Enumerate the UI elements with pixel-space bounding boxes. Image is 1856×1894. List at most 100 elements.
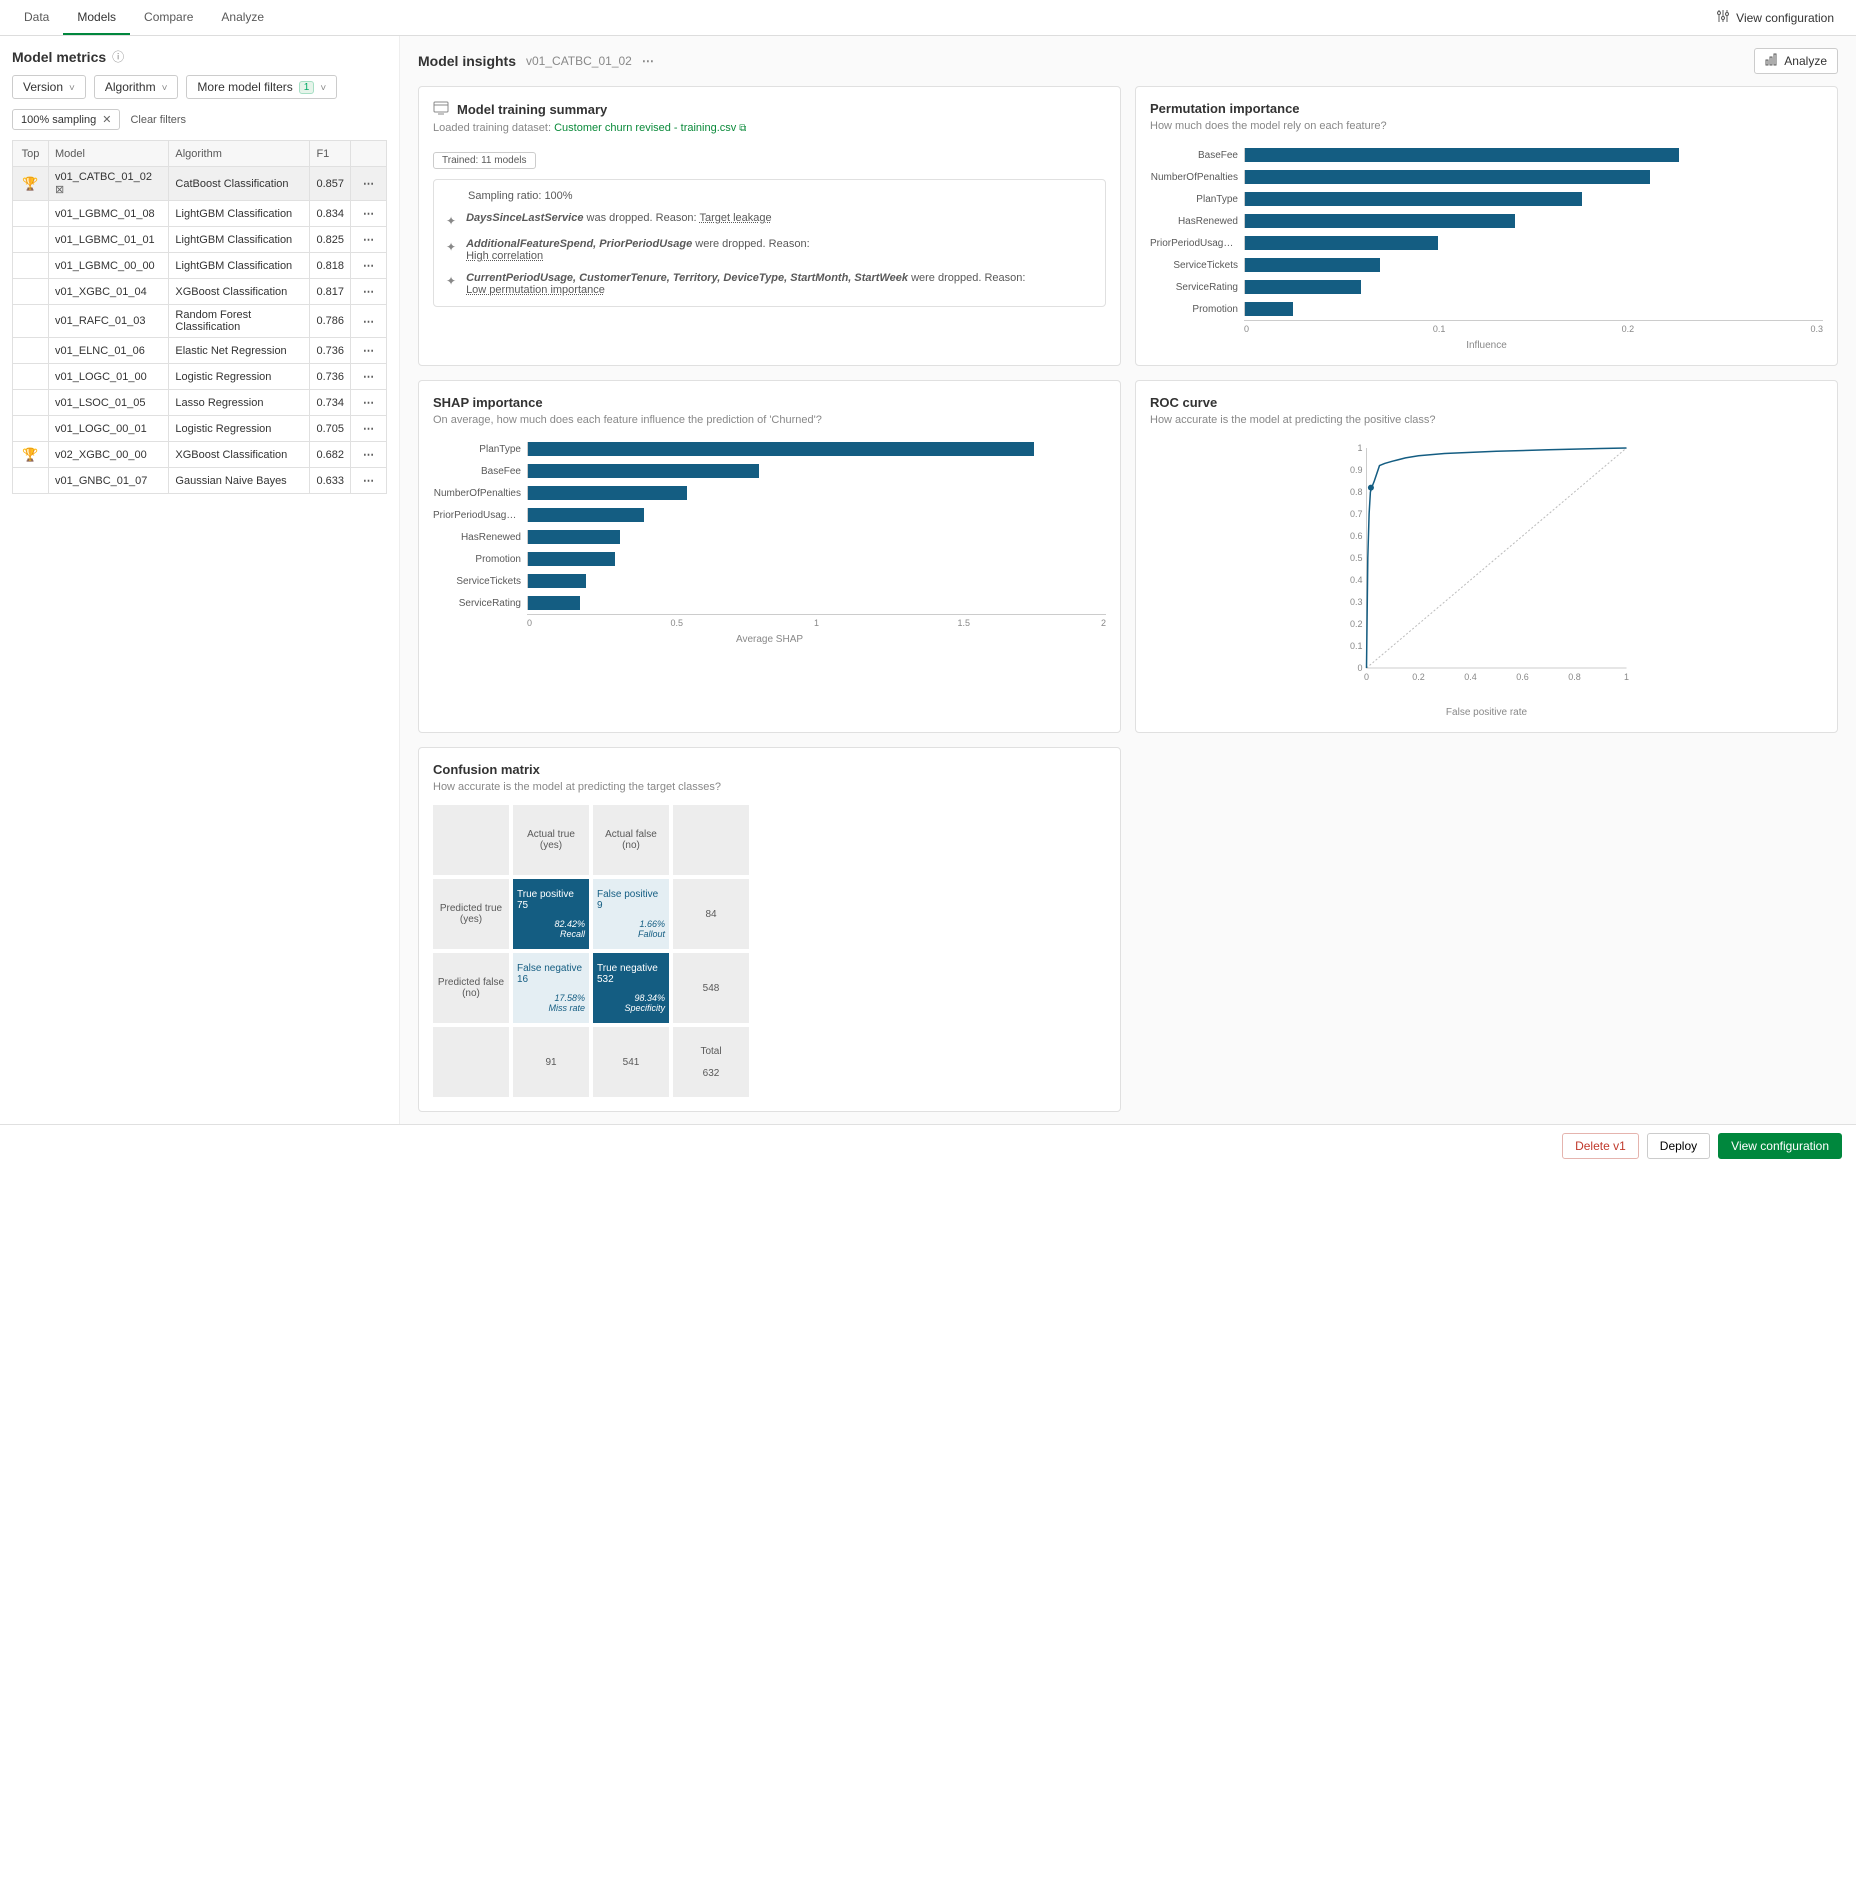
bar-row: HasRenewed [1150, 210, 1823, 232]
bar-row: ServiceRating [1150, 276, 1823, 298]
row-actions[interactable] [351, 442, 387, 468]
row-actions[interactable] [351, 390, 387, 416]
svg-text:0.2: 0.2 [1412, 672, 1425, 682]
table-row[interactable]: v01_LGBMC_00_00LightGBM Classification0.… [13, 253, 387, 279]
bar-fill [1245, 170, 1650, 184]
bar-label: NumberOfPenalties [1150, 172, 1244, 183]
svg-text:0.6: 0.6 [1350, 531, 1363, 541]
trophy-cell [13, 468, 49, 494]
table-row[interactable]: v01_LGBMC_01_08LightGBM Classification0.… [13, 201, 387, 227]
bar-track [527, 486, 1106, 500]
tab-models[interactable]: Models [63, 0, 130, 35]
models-table: Top Model Algorithm F1 🏆v01_CATBC_01_02 … [12, 140, 387, 494]
tab-analyze[interactable]: Analyze [207, 0, 278, 35]
table-row[interactable]: v01_LOGC_01_00Logistic Regression0.736 [13, 364, 387, 390]
bar-label: BaseFee [433, 466, 527, 477]
bar-label: ServiceTickets [1150, 260, 1244, 271]
model-cell: v01_LGBMC_01_08 [49, 201, 169, 227]
insights-more-menu[interactable] [642, 54, 654, 68]
row-actions[interactable] [351, 227, 387, 253]
analyze-button[interactable]: Analyze [1754, 48, 1838, 74]
row-actions[interactable] [351, 416, 387, 442]
more-filters-label: More model filters [197, 80, 292, 94]
bar-label: PlanType [1150, 194, 1244, 205]
bar-track [1244, 302, 1823, 316]
bar-label: Promotion [433, 554, 527, 565]
dataset-link[interactable]: Customer churn revised - training.csv [554, 122, 746, 134]
bar-row: PriorPeriodUsage-Rou... [433, 504, 1106, 526]
bar-label: HasRenewed [433, 532, 527, 543]
cm-total: Total632 [673, 1027, 749, 1097]
table-row[interactable]: 🏆v01_CATBC_01_02 ⊠CatBoost Classificatio… [13, 167, 387, 201]
training-title: Model training summary [457, 102, 607, 117]
bar-label: BaseFee [1150, 150, 1244, 161]
bar-label: Promotion [1150, 304, 1244, 315]
algorithm-filter[interactable]: Algorithm [94, 75, 179, 99]
f1-cell: 0.705 [310, 416, 351, 442]
col-algorithm[interactable]: Algorithm [169, 141, 310, 167]
cm-fn-metric: Miss rate [548, 1003, 585, 1013]
bar-fill [528, 464, 759, 478]
drop3-reason[interactable]: Low permutation importance [466, 284, 605, 296]
bar-row: Promotion [1150, 298, 1823, 320]
table-row[interactable]: v01_LSOC_01_05Lasso Regression0.734 [13, 390, 387, 416]
row-actions[interactable] [351, 364, 387, 390]
row-actions[interactable] [351, 201, 387, 227]
table-row[interactable]: 🏆v02_XGBC_00_00XGBoost Classification0.6… [13, 442, 387, 468]
cm-total-val: 632 [703, 1068, 720, 1079]
bar-fill [1245, 148, 1679, 162]
cm-tn-label: True negative [597, 963, 658, 974]
table-row[interactable]: v01_LGBMC_01_01LightGBM Classification0.… [13, 227, 387, 253]
info-icon[interactable] [112, 48, 124, 65]
delete-button[interactable]: Delete v1 [1562, 1133, 1639, 1159]
trophy-cell [13, 364, 49, 390]
sparkle-icon: ✦ [446, 274, 456, 288]
bar-row: ServiceTickets [1150, 254, 1823, 276]
table-row[interactable]: v01_RAFC_01_03Random Forest Classificati… [13, 305, 387, 338]
row-actions[interactable] [351, 338, 387, 364]
bar-row: NumberOfPenalties [1150, 166, 1823, 188]
bar-track [1244, 148, 1823, 162]
more-filters[interactable]: More model filters1 [186, 75, 337, 99]
chevron-down-icon [320, 80, 326, 94]
row-actions[interactable] [351, 305, 387, 338]
cm-tn: True negative532 98.34%Specificity [593, 953, 669, 1023]
clear-filters[interactable]: Clear filters [130, 114, 186, 126]
cm-blank [433, 805, 509, 875]
table-row[interactable]: v01_GNBC_01_07Gaussian Naive Bayes0.633 [13, 468, 387, 494]
model-cell: v02_XGBC_00_00 [49, 442, 169, 468]
tab-compare[interactable]: Compare [130, 0, 207, 35]
close-icon[interactable]: ✕ [102, 113, 111, 126]
bar-row: NumberOfPenalties [433, 482, 1106, 504]
row-actions[interactable] [351, 167, 387, 201]
f1-cell: 0.682 [310, 442, 351, 468]
more-icon [363, 397, 374, 409]
col-f1[interactable]: F1 [310, 141, 351, 167]
view-configuration-button[interactable]: View configuration [1718, 1133, 1842, 1159]
table-row[interactable]: v01_LOGC_00_01Logistic Regression0.705 [13, 416, 387, 442]
bar-fill [528, 530, 620, 544]
col-top[interactable]: Top [13, 141, 49, 167]
more-icon [363, 449, 374, 461]
table-row[interactable]: v01_XGBC_01_04XGBoost Classification0.81… [13, 279, 387, 305]
pin-icon[interactable]: ⊠ [55, 184, 64, 196]
bottom-bar: Delete v1 Deploy View configuration [0, 1124, 1856, 1167]
drop2-reason[interactable]: High correlation [466, 250, 543, 262]
cm-row-false-total: 548 [673, 953, 749, 1023]
view-configuration-link[interactable]: View configuration [1704, 9, 1846, 26]
deploy-button[interactable]: Deploy [1647, 1133, 1710, 1159]
more-icon [363, 316, 374, 328]
drop1-reason[interactable]: Target leakage [699, 212, 771, 224]
model-cell: v01_ELNC_01_06 [49, 338, 169, 364]
row-actions[interactable] [351, 253, 387, 279]
row-actions[interactable] [351, 279, 387, 305]
bar-track [527, 442, 1106, 456]
row-actions[interactable] [351, 468, 387, 494]
more-icon [363, 423, 374, 435]
col-model[interactable]: Model [49, 141, 169, 167]
version-filter[interactable]: Version [12, 75, 86, 99]
f1-cell: 0.817 [310, 279, 351, 305]
table-row[interactable]: v01_ELNC_01_06Elastic Net Regression0.73… [13, 338, 387, 364]
tab-data[interactable]: Data [10, 0, 63, 35]
trophy-cell [13, 338, 49, 364]
